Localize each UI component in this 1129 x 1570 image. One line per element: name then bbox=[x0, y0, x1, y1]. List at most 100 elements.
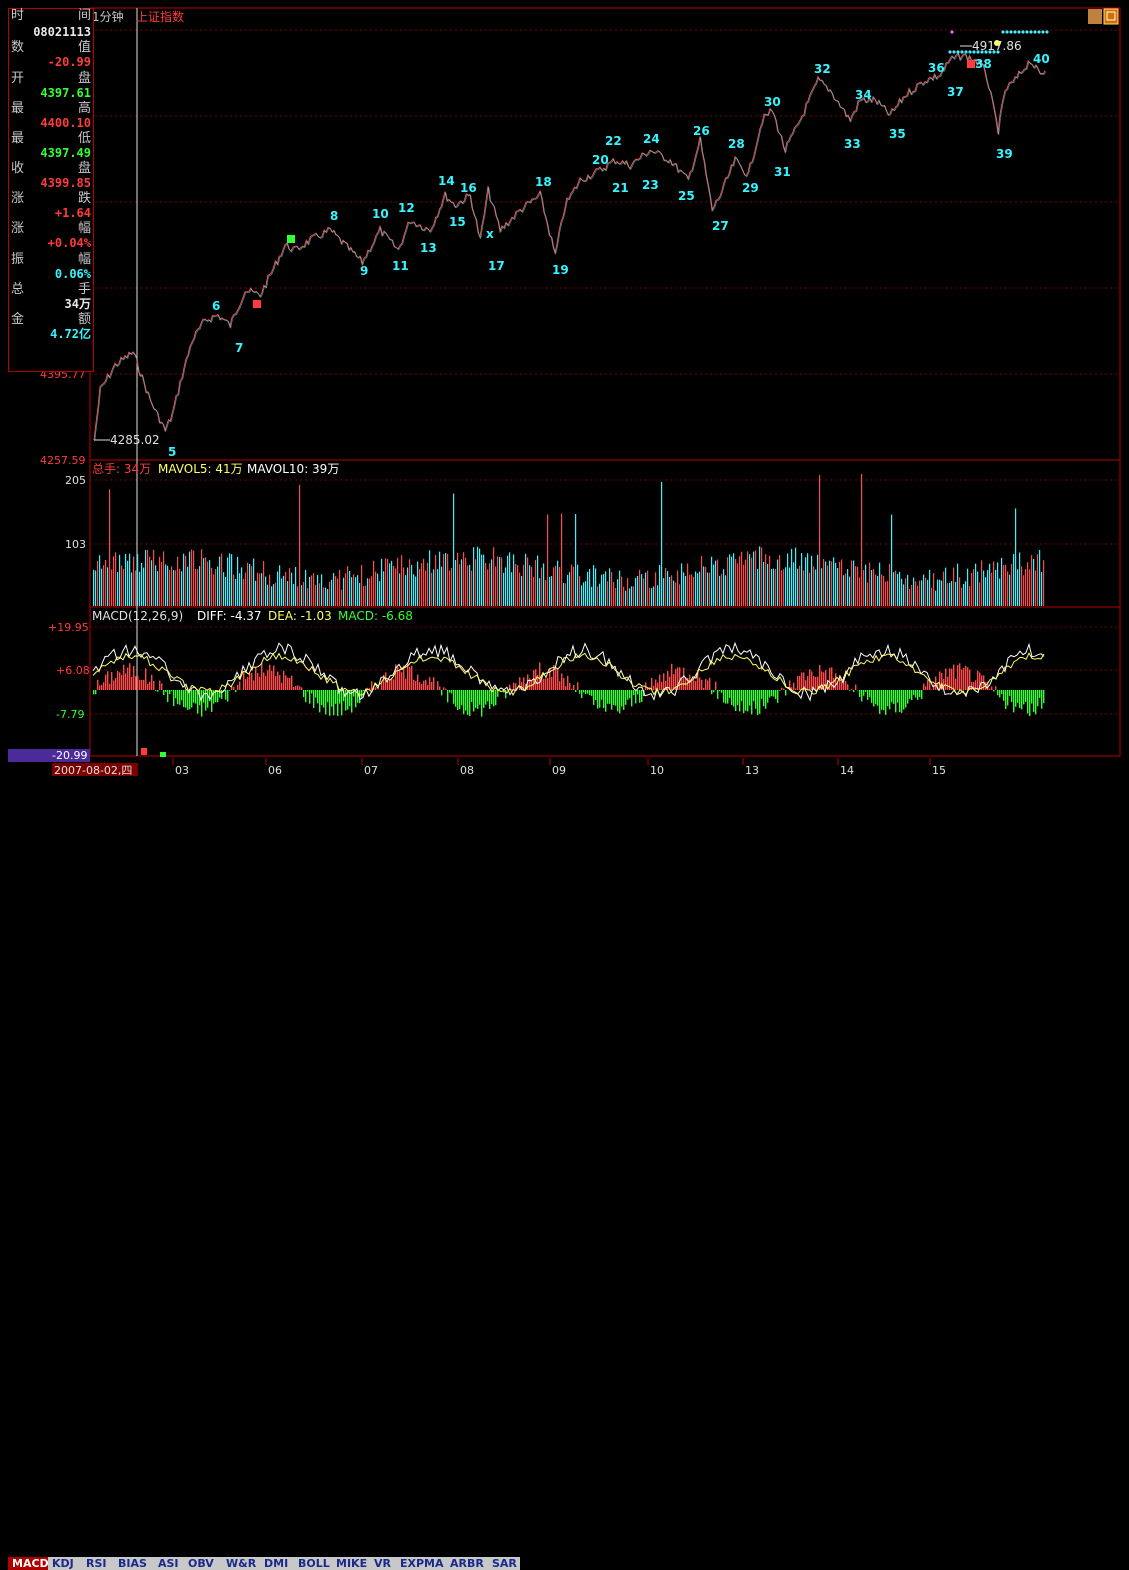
volume-bar bbox=[379, 581, 380, 606]
chart-frame[interactable]: 1分钟 上证指数 4395.77 4257.59 567891011121314… bbox=[0, 0, 1129, 792]
volume-bar bbox=[635, 578, 636, 606]
wave-label: 21 bbox=[612, 181, 629, 195]
volume-bar bbox=[885, 582, 886, 607]
volume-bar bbox=[937, 580, 938, 606]
macd-bar bbox=[139, 680, 140, 690]
macd-bar bbox=[107, 671, 108, 690]
volume-bar bbox=[947, 583, 948, 606]
info-label: 最 bbox=[11, 132, 24, 146]
macd-bar bbox=[707, 680, 708, 690]
tab-rsi[interactable]: RSI bbox=[82, 1557, 114, 1570]
volume-title: 总手: 34万 bbox=[92, 462, 151, 476]
tab-expma[interactable]: EXPMA bbox=[396, 1557, 446, 1570]
macd-bar bbox=[745, 690, 746, 711]
volume-bar bbox=[207, 562, 208, 607]
macd-bar bbox=[307, 690, 308, 692]
macd-bar bbox=[259, 677, 260, 690]
volume-bar bbox=[961, 588, 962, 606]
macd-bar bbox=[543, 679, 544, 690]
volume-bar bbox=[457, 553, 458, 606]
volume-bar bbox=[853, 561, 854, 607]
volume-bar bbox=[661, 482, 662, 606]
tab-arbr[interactable]: ARBR bbox=[446, 1557, 488, 1570]
volume-bar bbox=[823, 559, 824, 606]
volume-bar bbox=[1033, 559, 1034, 606]
macd-bar bbox=[253, 680, 254, 690]
wave-label: 30 bbox=[764, 95, 781, 109]
wave-label: x bbox=[486, 227, 494, 241]
volume-bar bbox=[97, 561, 98, 606]
volume-bar bbox=[847, 569, 848, 606]
macd-bar bbox=[721, 690, 722, 693]
macd-bar bbox=[881, 690, 882, 710]
volume-bar bbox=[505, 567, 506, 606]
volume-bar bbox=[391, 561, 392, 606]
volume-bar bbox=[523, 565, 524, 606]
tab-boll[interactable]: BOLL bbox=[294, 1557, 332, 1570]
info-row: 时间 bbox=[9, 9, 93, 23]
volume-bar bbox=[313, 573, 314, 606]
tab-kdj[interactable]: KDJ bbox=[48, 1557, 82, 1570]
volume-bar bbox=[133, 557, 134, 607]
volume-bar bbox=[729, 554, 730, 606]
macd-bar bbox=[273, 666, 274, 691]
tab-macd[interactable]: MACD bbox=[8, 1557, 48, 1570]
volume-bar bbox=[525, 554, 526, 606]
tab-w-r[interactable]: W&R bbox=[222, 1557, 260, 1570]
tab-sar[interactable]: SAR bbox=[488, 1557, 520, 1570]
volume-bar bbox=[395, 568, 396, 606]
macd-bar bbox=[1041, 690, 1042, 709]
macd-bar bbox=[753, 690, 754, 701]
volume-bar bbox=[775, 569, 776, 606]
volume-bar bbox=[369, 579, 370, 606]
macd-bar bbox=[475, 690, 476, 708]
macd-bar bbox=[653, 686, 654, 690]
macd-bar bbox=[277, 672, 278, 690]
tab-mike[interactable]: MIKE bbox=[332, 1557, 370, 1570]
macd-bar bbox=[177, 690, 178, 704]
volume-bar bbox=[443, 554, 444, 606]
volume-bar bbox=[1009, 575, 1010, 606]
macd-bar bbox=[977, 671, 978, 690]
tab-obv[interactable]: OBV bbox=[184, 1557, 222, 1570]
x-axis-label: 03 bbox=[175, 764, 189, 777]
period-label[interactable]: 1分钟 bbox=[92, 9, 124, 24]
macd-bar bbox=[171, 690, 172, 691]
macd-bar bbox=[735, 690, 736, 711]
signal-diamond-icon bbox=[1025, 30, 1029, 34]
macd-bar bbox=[1025, 690, 1026, 702]
volume-bar bbox=[921, 580, 922, 606]
tab-dmi[interactable]: DMI bbox=[260, 1557, 294, 1570]
macd-bar bbox=[263, 673, 264, 691]
volume-bar bbox=[161, 562, 162, 606]
volume-bar bbox=[367, 578, 368, 606]
volume-bar bbox=[171, 566, 172, 606]
volume-bar bbox=[677, 571, 678, 607]
macd-bar bbox=[867, 690, 868, 700]
macd-bar bbox=[1019, 690, 1020, 708]
volume-bar bbox=[667, 571, 668, 606]
tab-vr[interactable]: VR bbox=[370, 1557, 396, 1570]
macd-bar bbox=[841, 681, 842, 690]
volume-bar bbox=[705, 567, 706, 606]
macd-bar bbox=[495, 690, 496, 705]
tab-bias[interactable]: BIAS bbox=[114, 1557, 154, 1570]
macd-bar bbox=[801, 672, 802, 690]
volume-bar bbox=[453, 494, 454, 606]
macd-bar bbox=[591, 690, 592, 696]
info-label: 涨 bbox=[11, 222, 24, 236]
info-label: 低 bbox=[78, 132, 91, 146]
volume-bar bbox=[487, 569, 488, 606]
user-avatar-icon[interactable] bbox=[1088, 9, 1102, 24]
restore-window-icon[interactable] bbox=[1104, 9, 1118, 24]
volume-bar bbox=[477, 547, 478, 606]
volume-bar bbox=[1017, 569, 1018, 606]
volume-bar bbox=[471, 571, 472, 606]
wave-label: 24 bbox=[643, 132, 660, 146]
macd-bar bbox=[403, 666, 404, 691]
volume-bar bbox=[623, 587, 624, 606]
macd-bar bbox=[105, 675, 106, 690]
macd-bar bbox=[847, 684, 848, 690]
tab-asi[interactable]: ASI bbox=[154, 1557, 184, 1570]
macd-bar bbox=[835, 673, 836, 690]
